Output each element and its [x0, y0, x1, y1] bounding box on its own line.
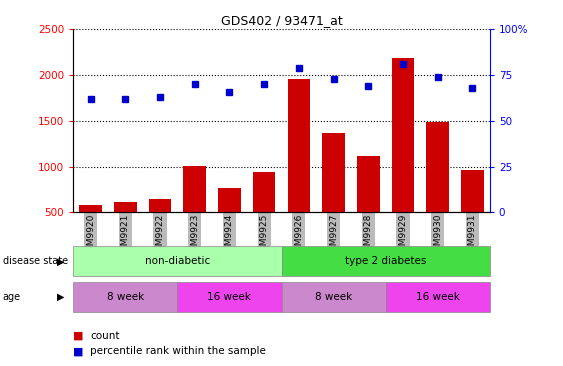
Text: disease state: disease state — [3, 256, 68, 266]
Bar — [79, 205, 102, 212]
Text: ▶: ▶ — [57, 256, 65, 266]
Bar — [357, 156, 379, 212]
Bar — [184, 165, 206, 212]
Bar — [322, 133, 345, 212]
Bar — [288, 79, 310, 212]
Text: type 2 diabetes: type 2 diabetes — [345, 256, 426, 266]
Text: ▶: ▶ — [57, 292, 65, 302]
Text: 16 week: 16 week — [208, 292, 251, 302]
Bar — [149, 199, 171, 212]
Text: count: count — [90, 331, 119, 341]
Bar — [392, 58, 414, 212]
Text: percentile rank within the sample: percentile rank within the sample — [90, 346, 266, 356]
Bar — [218, 188, 241, 212]
Text: non-diabetic: non-diabetic — [145, 256, 210, 266]
Text: ■: ■ — [73, 346, 84, 356]
Text: ■: ■ — [73, 331, 84, 341]
Bar — [426, 122, 449, 212]
Bar — [253, 172, 275, 212]
Text: age: age — [3, 292, 21, 302]
Title: GDS402 / 93471_at: GDS402 / 93471_at — [221, 14, 342, 27]
Bar — [461, 170, 484, 212]
Text: 16 week: 16 week — [416, 292, 459, 302]
Text: 8 week: 8 week — [315, 292, 352, 302]
Bar — [114, 202, 137, 212]
Text: 8 week: 8 week — [106, 292, 144, 302]
